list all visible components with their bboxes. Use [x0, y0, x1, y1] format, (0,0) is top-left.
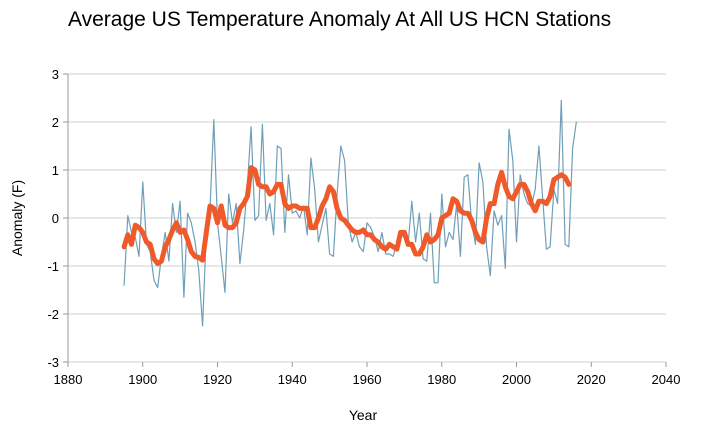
- y-tick-label: 3: [52, 67, 59, 82]
- y-tick-label: -2: [47, 307, 59, 322]
- x-tick-label: 2040: [652, 372, 681, 387]
- y-tick-label: 1: [52, 163, 59, 178]
- x-tick-label: 2000: [502, 372, 531, 387]
- x-tick-label: 1980: [427, 372, 456, 387]
- y-tick-label: -1: [47, 259, 59, 274]
- gridlines: [68, 73, 666, 363]
- x-tick-label: 1920: [203, 372, 232, 387]
- smoothed-series-line: [121, 165, 572, 267]
- y-axis: -3 -2 -1 0 1 2 3: [47, 67, 69, 370]
- x-tick-label: 2020: [577, 372, 606, 387]
- y-tick-label: 2: [52, 115, 59, 130]
- x-axis: 1880 1900 1920 1940 1960 1980 2000 2020 2040: [54, 362, 681, 387]
- x-tick-label: 1960: [353, 372, 382, 387]
- series-group: [121, 99, 577, 327]
- y-axis-label: Anomaly (F): [9, 180, 25, 256]
- x-axis-label: Year: [349, 407, 378, 423]
- annual-series-line: [123, 99, 577, 327]
- chart-title: Average US Temperature Anomaly At All US…: [68, 8, 612, 31]
- y-tick-label: -3: [47, 355, 59, 370]
- y-tick-label: 0: [52, 211, 59, 226]
- x-tick-label: 1940: [278, 372, 307, 387]
- x-tick-label: 1900: [128, 372, 157, 387]
- x-tick-label: 1880: [54, 372, 83, 387]
